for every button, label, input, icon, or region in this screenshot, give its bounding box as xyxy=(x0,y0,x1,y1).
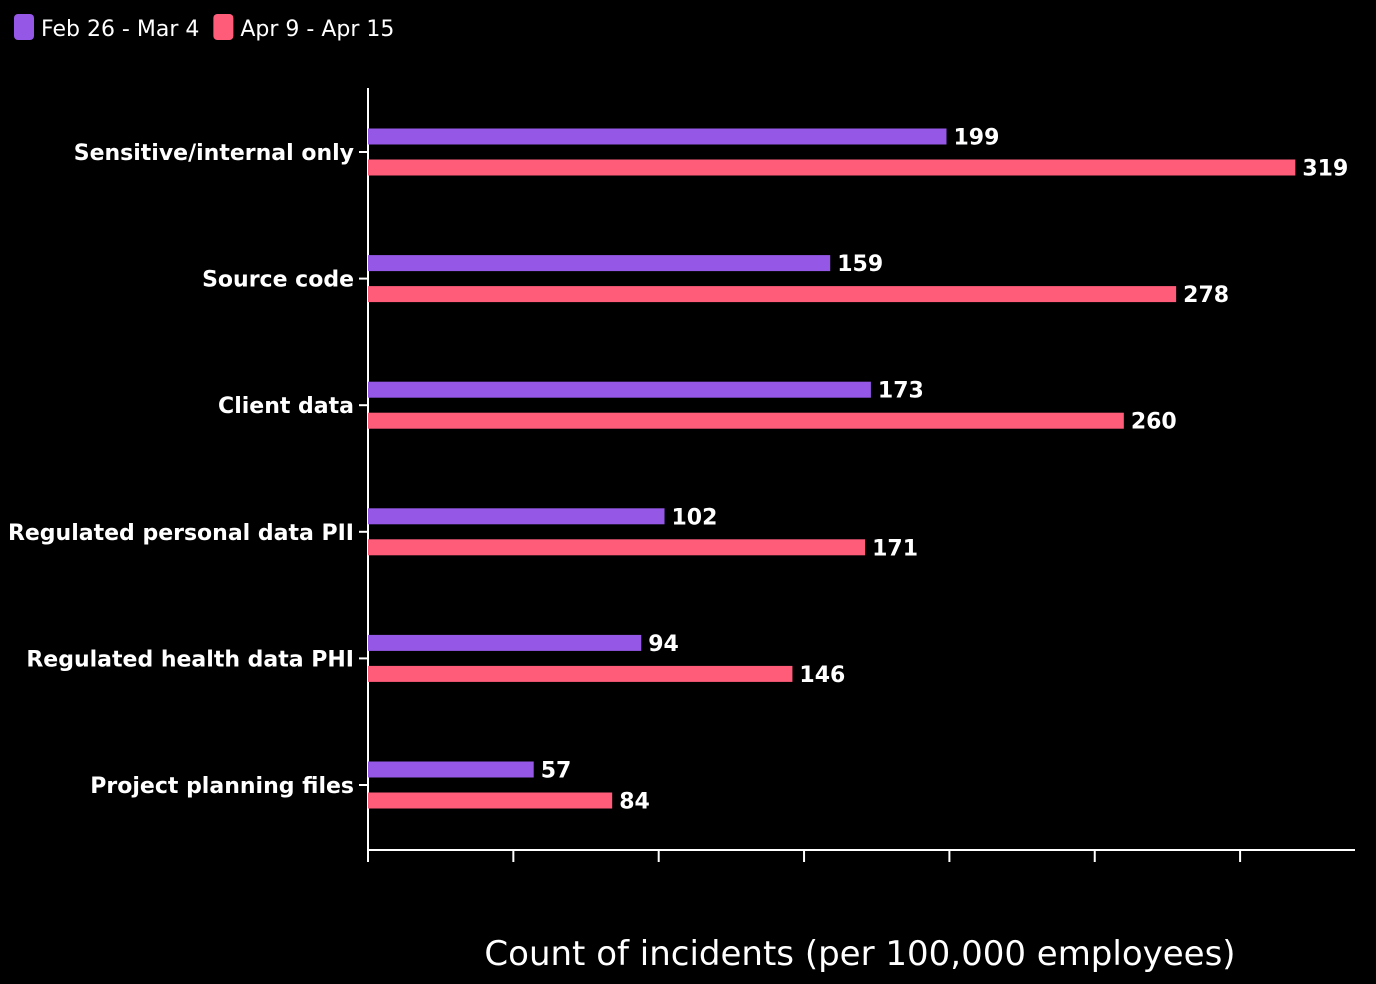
value-label-1-1: 199 xyxy=(953,126,999,151)
category-label: Client data xyxy=(218,394,354,419)
x-axis-title: Count of incidents (per 100,000 employee… xyxy=(484,934,1235,974)
value-label-2-6: 84 xyxy=(619,790,650,815)
legend-label-2: Apr 9 - Apr 15 xyxy=(240,17,394,42)
category-label: Project planning files xyxy=(90,774,354,799)
bar-2-4 xyxy=(368,539,866,556)
bar-1-2 xyxy=(368,255,831,272)
category-label: Source code xyxy=(202,268,354,293)
value-label-2-3: 260 xyxy=(1131,410,1177,435)
bar-2-5 xyxy=(368,665,793,682)
bar-1-3 xyxy=(368,381,871,398)
bar-2-3 xyxy=(368,412,1124,429)
axes: Sensitive/internal only Source code Client… xyxy=(8,88,1355,862)
value-label-1-3: 173 xyxy=(878,379,924,404)
category-label: Sensitive/internal only xyxy=(74,141,354,166)
value-label-2-1: 319 xyxy=(1302,157,1348,182)
category-label: Regulated health data PHI xyxy=(26,647,354,672)
bar-2-2 xyxy=(368,286,1177,303)
value-label-2-4: 171 xyxy=(872,536,918,561)
bars xyxy=(368,128,1296,809)
value-label-1-5: 94 xyxy=(648,632,679,657)
value-label-1-6: 57 xyxy=(541,759,572,784)
bar-2-6 xyxy=(368,792,613,809)
data-labels: 199 319 159 278 173 260 102 171 94 146 57 84 xyxy=(541,126,1349,815)
legend-swatch-2 xyxy=(213,14,234,40)
bar-1-6 xyxy=(368,761,534,778)
legend-label-1: Feb 26 - Mar 4 xyxy=(41,17,199,42)
value-label-1-4: 102 xyxy=(672,505,718,530)
category-label: Regulated personal data PII xyxy=(8,521,354,546)
legend: Feb 26 - Mar 4 Apr 9 - Apr 15 xyxy=(14,14,394,42)
bar-1-1 xyxy=(368,128,947,145)
value-label-1-2: 159 xyxy=(837,252,883,277)
bar-1-4 xyxy=(368,508,665,525)
bar-1-5 xyxy=(368,634,642,651)
value-label-2-5: 146 xyxy=(799,663,845,688)
bar-2-1 xyxy=(368,159,1296,176)
legend-swatch-1 xyxy=(14,14,34,40)
value-label-2-2: 278 xyxy=(1183,283,1229,308)
